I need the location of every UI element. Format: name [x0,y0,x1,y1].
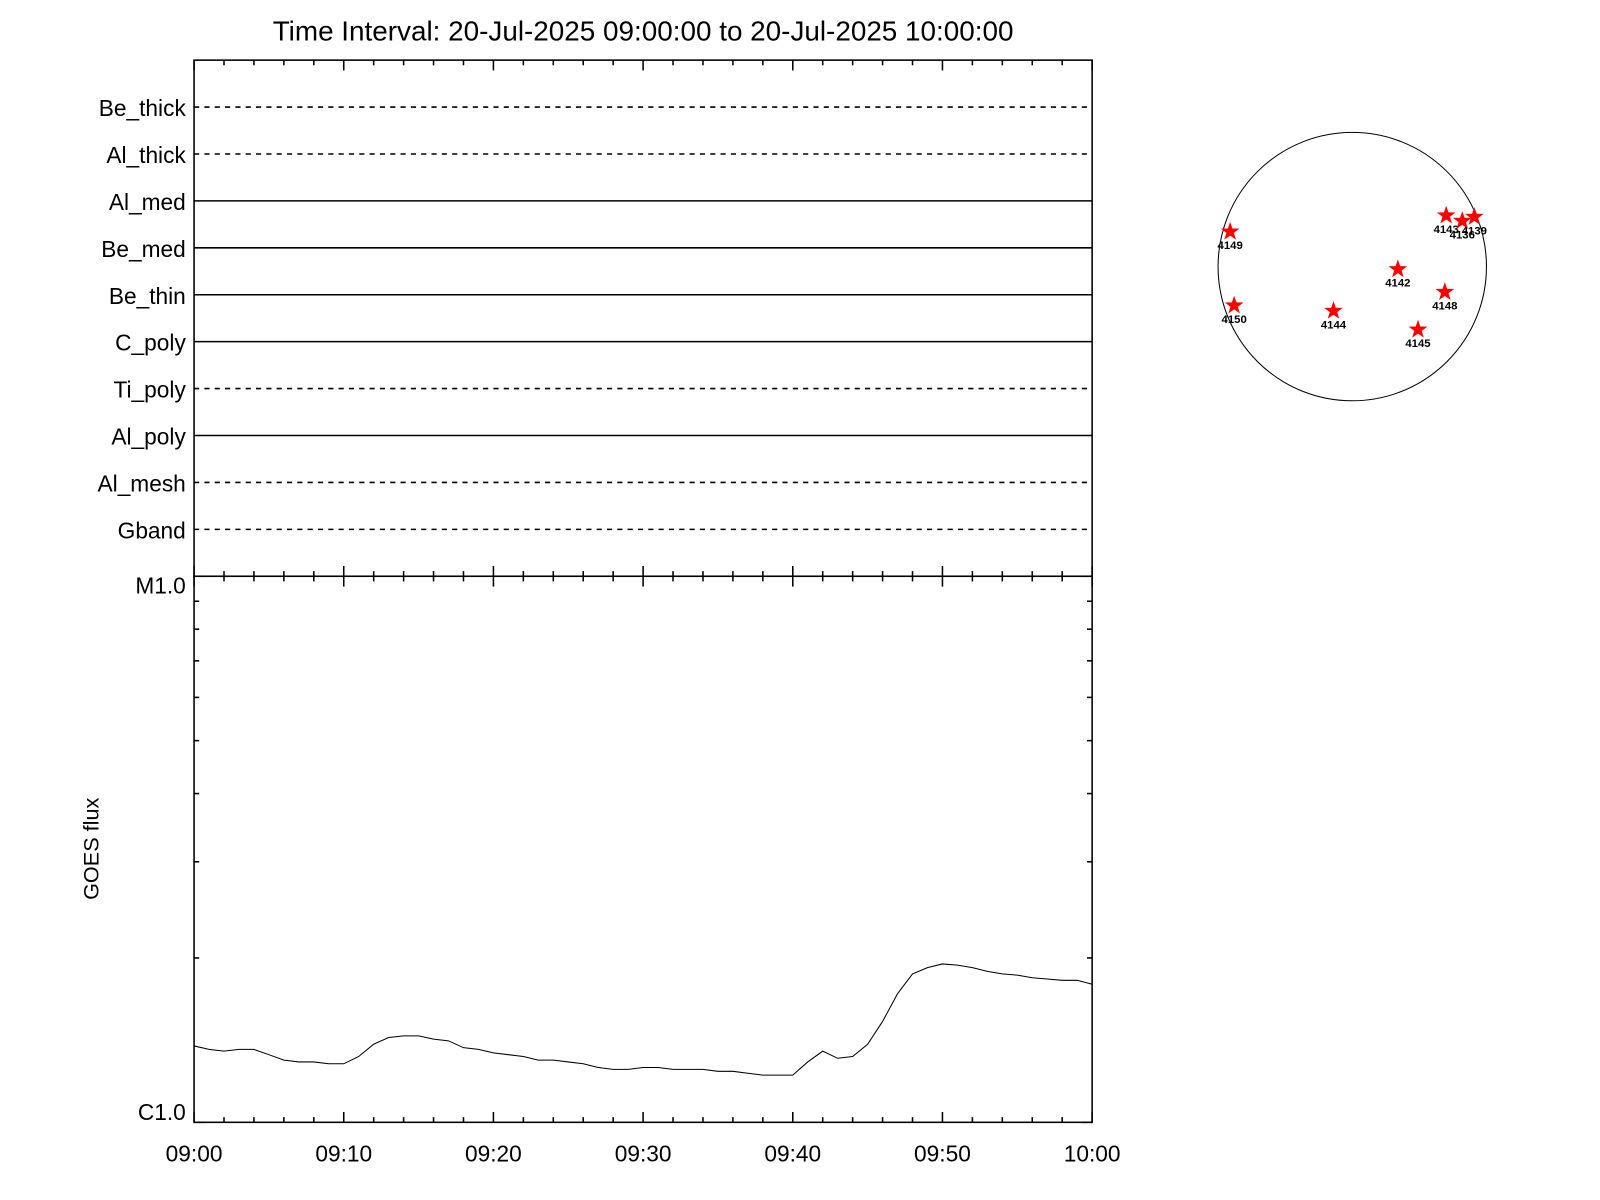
region-star [1408,319,1428,338]
row-label: Be_med [101,236,186,262]
x-tick-label: 09:20 [465,1140,522,1166]
row-label: Al_poly [111,424,186,450]
region-star [1465,207,1484,225]
region-label: 4148 [1432,301,1457,313]
row-label: C_poly [115,330,186,356]
row-label: Al_med [109,189,186,215]
x-tick-label: 09:30 [615,1140,672,1166]
region-label: 4150 [1222,314,1247,326]
region-star [1220,221,1240,240]
region-label: 4149 [1218,240,1243,252]
row-label: Be_thick [99,95,187,121]
region-label: 4142 [1385,278,1410,290]
region-label: 4144 [1321,319,1347,331]
solar-disk [1217,131,1487,402]
y-tick-label: C1.0 [138,1099,186,1125]
row-label: Ti_poly [114,377,187,403]
region-star [1435,282,1455,301]
row-label: Al_thick [106,142,186,168]
x-tick-label: 10:00 [1064,1140,1121,1166]
region-star [1388,259,1408,278]
region-star [1324,301,1343,319]
goes-line [193,963,1093,1076]
region-star [1452,211,1472,229]
x-tick-label: 09:50 [914,1140,971,1166]
region-star [1224,295,1244,314]
chart-title: Time Interval: 20-Jul-2025 09:00:00 to 2… [273,16,1014,47]
row-label: Be_thin [109,283,186,309]
x-tick-label: 09:00 [166,1140,223,1166]
row-label: Al_mesh [98,471,186,497]
y-tick-label: M1.0 [135,573,185,599]
region-label: 4136 [1450,229,1475,241]
x-tick-label: 09:10 [315,1140,372,1166]
region-label: 4143 [1434,224,1459,236]
region-label: 4139 [1462,225,1487,237]
y-axis-label: GOES flux [79,797,104,899]
x-tick-label: 09:40 [764,1140,821,1166]
region-label: 4145 [1405,338,1430,350]
region-star [1436,205,1456,224]
row-label: Gband [118,517,186,543]
